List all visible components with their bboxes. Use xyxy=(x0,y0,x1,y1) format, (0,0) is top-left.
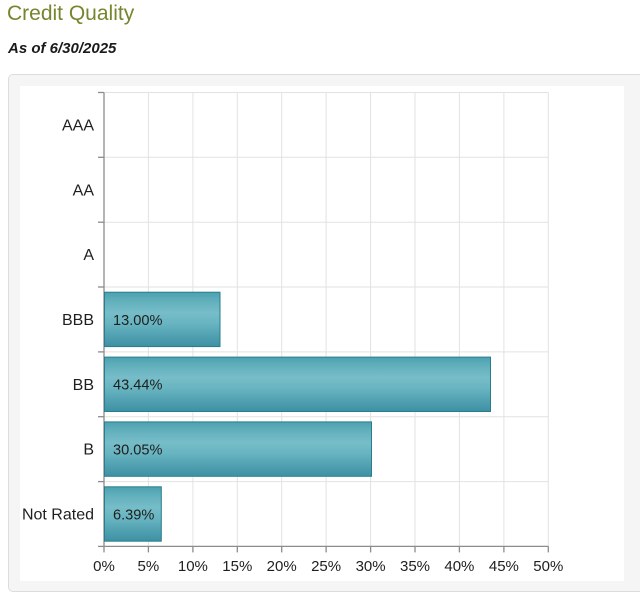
svg-text:Not Rated: Not Rated xyxy=(22,507,94,524)
svg-text:25%: 25% xyxy=(311,558,341,575)
svg-text:30.05%: 30.05% xyxy=(113,442,163,458)
svg-text:AA: AA xyxy=(73,182,95,199)
svg-text:20%: 20% xyxy=(267,558,297,575)
svg-text:6.39%: 6.39% xyxy=(113,507,154,523)
svg-text:AAA: AAA xyxy=(62,118,94,135)
svg-text:15%: 15% xyxy=(222,558,252,575)
svg-text:B: B xyxy=(83,442,94,459)
svg-text:45%: 45% xyxy=(489,558,519,575)
svg-text:40%: 40% xyxy=(444,558,474,575)
svg-text:10%: 10% xyxy=(178,558,208,575)
svg-text:35%: 35% xyxy=(400,558,430,575)
svg-text:BB: BB xyxy=(73,377,94,394)
svg-text:5%: 5% xyxy=(138,558,160,575)
svg-text:0%: 0% xyxy=(93,558,115,575)
svg-text:43.44%: 43.44% xyxy=(113,378,163,394)
svg-text:BBB: BBB xyxy=(62,312,94,329)
svg-text:50%: 50% xyxy=(533,558,563,575)
svg-text:A: A xyxy=(83,247,94,264)
svg-text:13.00%: 13.00% xyxy=(113,313,163,329)
svg-text:30%: 30% xyxy=(356,558,386,575)
